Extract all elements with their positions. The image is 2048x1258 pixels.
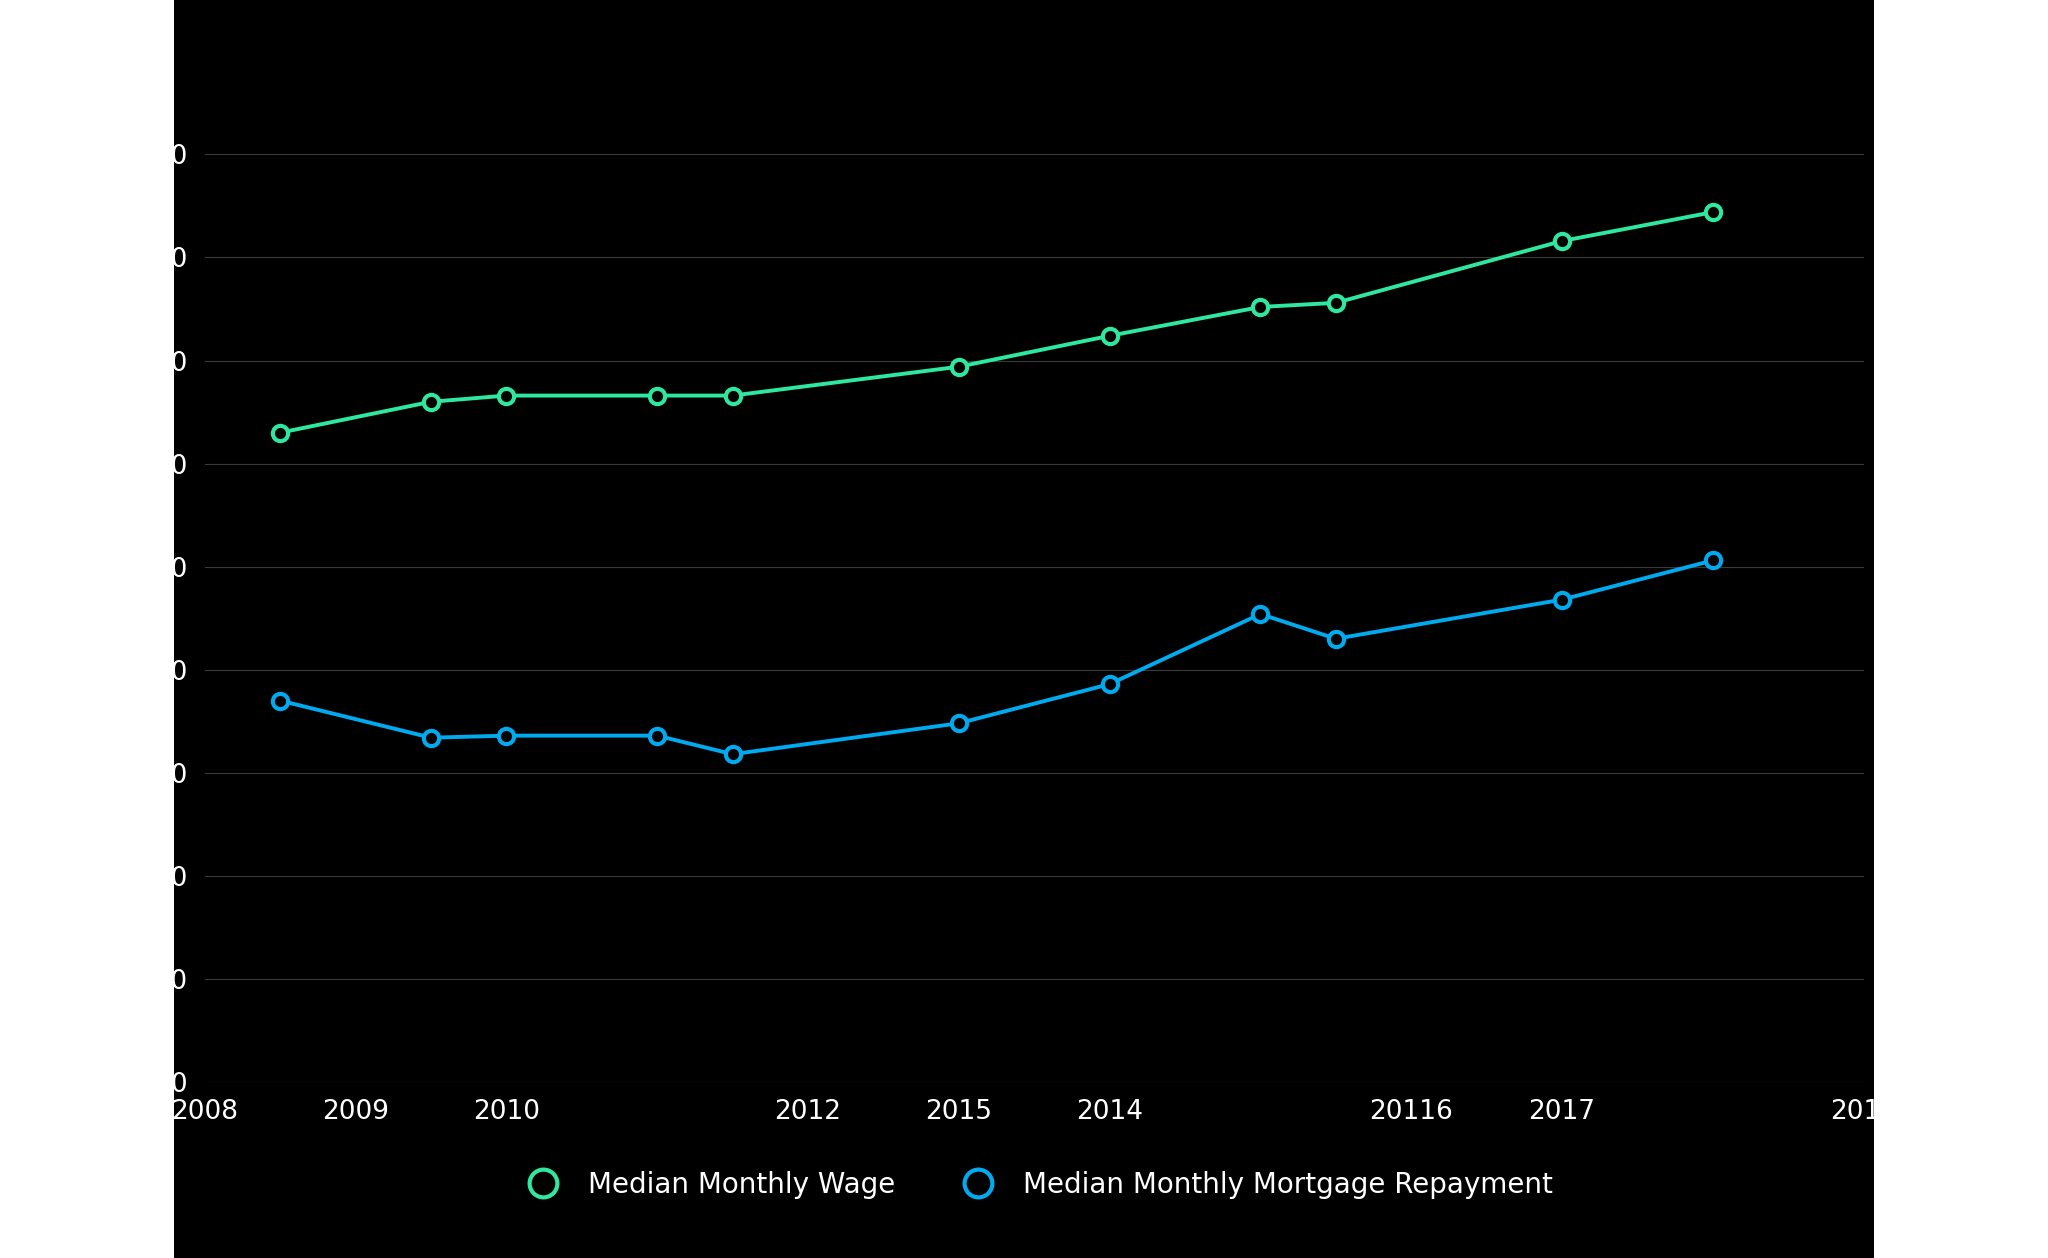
Text: Median Wage & Mortgage Repayment: Median Wage & Mortgage Repayment: [520, 34, 1528, 79]
Legend: Median Monthly Wage, Median Monthly Mortgage Repayment: Median Monthly Wage, Median Monthly Mort…: [516, 1171, 1552, 1199]
